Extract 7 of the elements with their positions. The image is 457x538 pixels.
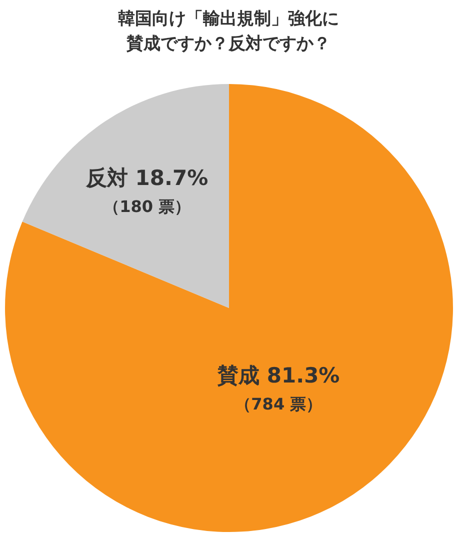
slice-label: 反対 18.7% bbox=[84, 166, 208, 190]
slice-label: 賛成 81.3% bbox=[216, 364, 340, 388]
pie-slice bbox=[5, 84, 453, 532]
text: （180 票） bbox=[104, 196, 191, 216]
chart-title: 韓国向け「輸出規制」強化に賛成ですか？反対ですか？ bbox=[118, 9, 339, 54]
pie-slice bbox=[22, 84, 229, 308]
text: （784 票） bbox=[235, 394, 322, 414]
